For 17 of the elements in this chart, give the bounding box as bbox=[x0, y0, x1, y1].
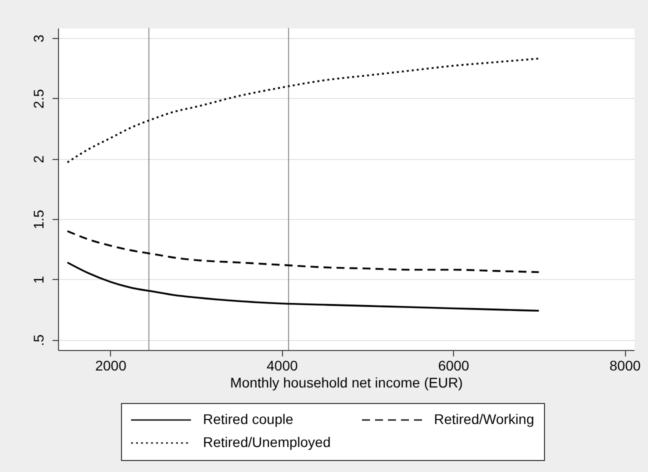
x-tick-label: 8000 bbox=[609, 358, 641, 374]
x-tick-label: 6000 bbox=[438, 358, 470, 374]
x-tick-label: 2000 bbox=[95, 358, 127, 374]
line-series bbox=[66, 58, 540, 164]
legend-label: Retired/Working bbox=[434, 411, 534, 427]
x-tick-label: 4000 bbox=[266, 358, 298, 374]
line-series bbox=[66, 262, 540, 312]
y-tick-label: .5 bbox=[30, 334, 46, 346]
line-series bbox=[66, 230, 540, 274]
y-tick-label: 1.5 bbox=[30, 210, 46, 230]
legend-label: Retired/Unemployed bbox=[203, 434, 331, 450]
y-tick-label: 1 bbox=[30, 276, 46, 284]
legend-label: Retired couple bbox=[203, 411, 294, 427]
y-tick-label: 3 bbox=[30, 34, 46, 42]
y-tick-label: 2 bbox=[30, 155, 46, 164]
x-axis-title: Monthly household net income (EUR) bbox=[230, 374, 463, 390]
y-tick-label: 2.5 bbox=[30, 88, 46, 109]
